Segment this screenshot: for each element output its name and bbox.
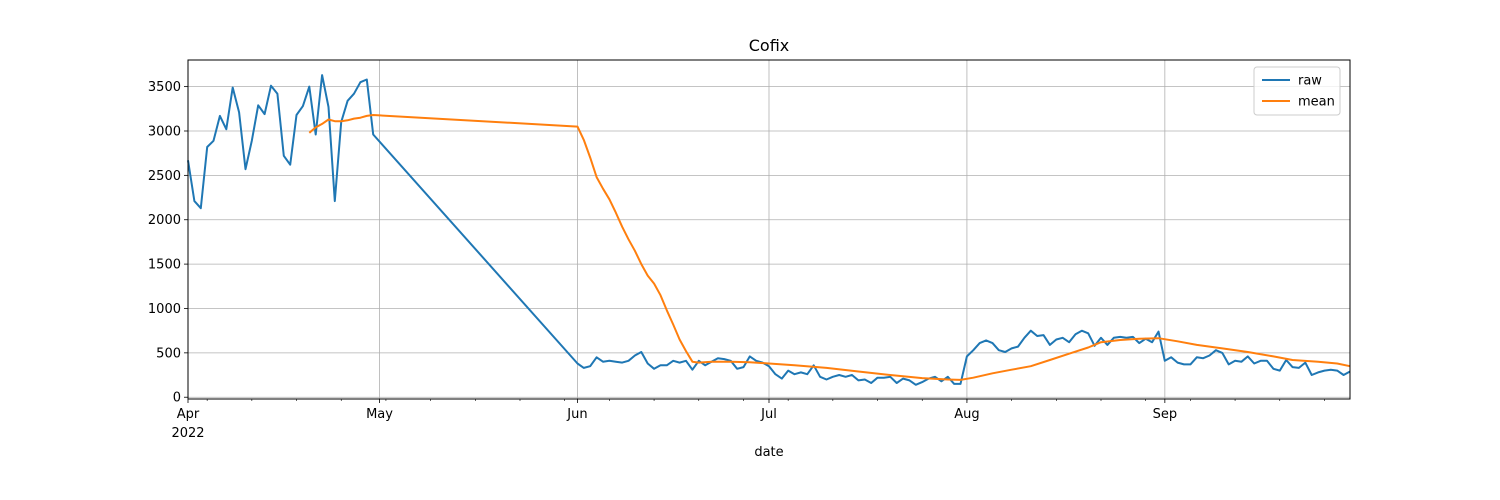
x-axis-label: date [754,445,783,460]
x-tick-label: Aug [954,407,979,422]
series-line-raw [187,74,1351,386]
axis-ticks: 0 500 1000 1500 2000 2500 3000 3500 Apr 2022 May Ju… [148,80,1325,441]
x-tick-sublabel: 2022 [171,426,204,441]
y-tick-label: 3000 [148,124,181,139]
x-tick-label: Sep [1153,407,1178,422]
legend-label-mean: mean [1298,95,1335,110]
y-tick-label: 3500 [148,80,181,95]
chart-title: Cofix [749,36,790,55]
plot-lines [187,74,1351,386]
y-tick-label: 2500 [148,169,181,184]
legend-label-raw: raw [1298,74,1322,89]
y-tick-label: 0 [173,391,181,406]
y-tick-label: 500 [156,346,181,361]
x-tick-label: Jul [760,407,777,422]
legend: raw mean [1253,66,1341,116]
x-tick-label: Jun [566,407,587,422]
y-tick-label: 1500 [148,258,181,273]
x-tick-label: May [366,407,393,422]
y-tick-label: 1000 [148,302,181,317]
series-line-mean [308,114,1351,381]
x-tick-label: Apr [177,407,200,422]
y-tick-label: 2000 [148,213,181,228]
